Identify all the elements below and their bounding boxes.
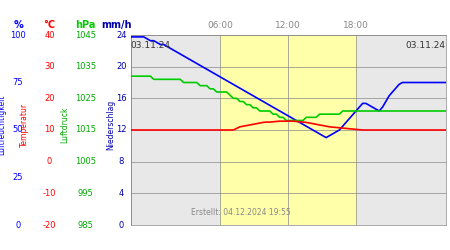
Text: 0: 0 — [119, 220, 124, 230]
Text: -10: -10 — [43, 189, 56, 198]
Text: 10: 10 — [44, 126, 55, 134]
Text: 8: 8 — [119, 157, 124, 166]
Text: 03.11.24: 03.11.24 — [130, 41, 171, 50]
Text: °C: °C — [44, 20, 55, 30]
Text: Erstellt: 04.12.2024 19:55: Erstellt: 04.12.2024 19:55 — [191, 208, 291, 218]
Text: 985: 985 — [77, 220, 94, 230]
Text: 12:00: 12:00 — [275, 21, 301, 30]
Text: 995: 995 — [77, 189, 94, 198]
Text: 0: 0 — [15, 220, 21, 230]
Text: 1035: 1035 — [75, 62, 96, 71]
Text: 1025: 1025 — [75, 94, 96, 103]
Text: 03.11.24: 03.11.24 — [405, 41, 446, 50]
Text: 20: 20 — [44, 94, 55, 103]
Text: 1005: 1005 — [75, 157, 96, 166]
Text: Luftdruck: Luftdruck — [61, 107, 70, 143]
Text: 24: 24 — [116, 30, 127, 40]
Text: hPa: hPa — [75, 20, 96, 30]
Text: 16: 16 — [116, 94, 127, 103]
Text: %: % — [13, 20, 23, 30]
Text: Niederschlag: Niederschlag — [106, 100, 115, 150]
Text: mm/h: mm/h — [102, 20, 132, 30]
Text: -20: -20 — [43, 220, 56, 230]
Text: Temperatur: Temperatur — [20, 103, 29, 147]
Text: 50: 50 — [13, 126, 23, 134]
Text: 1045: 1045 — [75, 30, 96, 40]
Text: 06:00: 06:00 — [207, 21, 233, 30]
Text: 40: 40 — [44, 30, 55, 40]
Text: 12: 12 — [116, 126, 127, 134]
Text: 75: 75 — [13, 78, 23, 87]
Bar — [220, 35, 356, 225]
Text: 18:00: 18:00 — [343, 21, 369, 30]
Text: 0: 0 — [47, 157, 52, 166]
Text: 20: 20 — [116, 62, 127, 71]
Text: 100: 100 — [10, 30, 26, 40]
Text: 25: 25 — [13, 173, 23, 182]
Text: 30: 30 — [44, 62, 55, 71]
Text: 1015: 1015 — [75, 126, 96, 134]
Text: 4: 4 — [119, 189, 124, 198]
Text: Luftfeuchtigkeit: Luftfeuchtigkeit — [0, 95, 7, 155]
